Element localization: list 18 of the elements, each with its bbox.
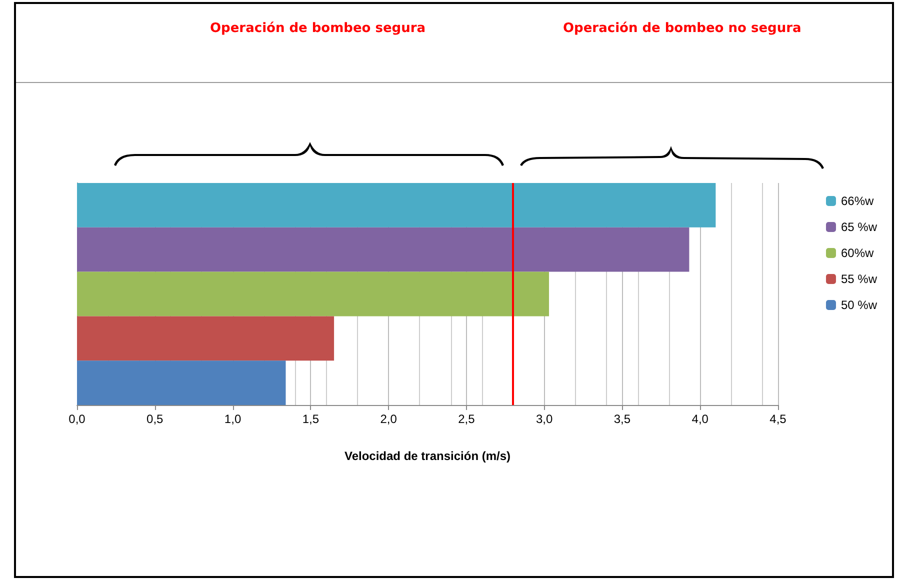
x-tick-label: 1,0 — [224, 412, 242, 426]
legend-label: 66%w — [840, 194, 874, 208]
x-tick-label: 2,5 — [458, 412, 476, 426]
x-tick-label: 4,0 — [692, 412, 709, 426]
x-tick-label: 3,0 — [536, 412, 553, 426]
x-tick-label: 2,0 — [380, 412, 398, 426]
x-tick-label: 0,0 — [68, 412, 86, 426]
x-tick-label: 3,5 — [614, 412, 631, 426]
legend-label: 60%w — [840, 246, 874, 260]
legend-label: 50 %w — [840, 298, 878, 312]
x-tick-label: 4,5 — [770, 412, 787, 426]
x-tick-label: 1,5 — [302, 412, 320, 426]
x-tick-label: 0,5 — [146, 412, 164, 426]
x-axis-title: Velocidad de transición (m/s) — [344, 449, 511, 463]
legend-label: 55 %w — [840, 272, 878, 286]
legend-label: 65 %w — [840, 220, 878, 234]
text: Operación de bombeo no segura — [563, 21, 802, 36]
text: Operación de bombeo segura — [210, 21, 426, 36]
